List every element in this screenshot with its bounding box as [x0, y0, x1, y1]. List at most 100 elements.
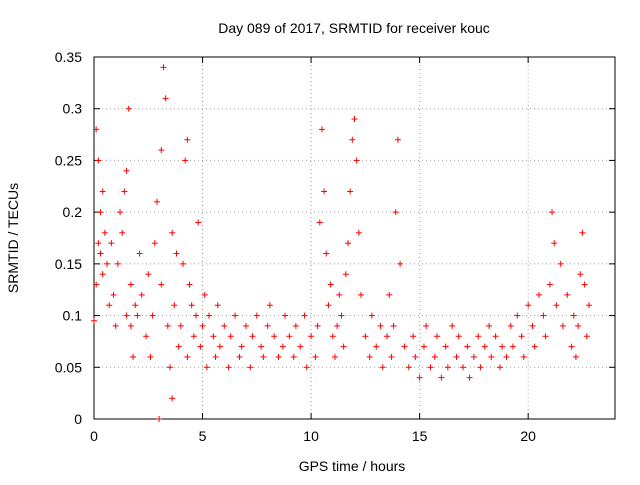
data-point — [130, 353, 137, 360]
data-point — [99, 271, 106, 278]
data-point — [342, 271, 349, 278]
data-point — [368, 312, 375, 319]
y-tick-label: 0.15 — [55, 256, 82, 272]
data-point — [536, 291, 543, 298]
data-point — [453, 353, 460, 360]
data-point — [99, 188, 106, 195]
data-point — [301, 312, 308, 319]
data-point — [340, 343, 347, 350]
data-point — [171, 302, 178, 309]
data-point — [312, 353, 319, 360]
data-points — [91, 64, 592, 422]
data-point — [444, 364, 451, 371]
data-point — [101, 229, 108, 236]
data-point — [327, 281, 334, 288]
data-point — [210, 333, 217, 340]
data-point — [514, 312, 521, 319]
data-point — [410, 333, 417, 340]
data-point — [145, 271, 152, 278]
data-point — [203, 364, 210, 371]
data-point — [481, 343, 488, 350]
data-point — [486, 322, 493, 329]
data-point — [164, 322, 171, 329]
data-point — [153, 198, 160, 205]
data-point — [438, 374, 445, 381]
data-point — [279, 343, 286, 350]
data-point — [401, 343, 408, 350]
data-point — [549, 209, 556, 216]
data-point — [477, 364, 484, 371]
data-point — [195, 219, 202, 226]
data-point — [531, 343, 538, 350]
data-point — [260, 353, 267, 360]
data-point — [290, 353, 297, 360]
data-point — [390, 322, 397, 329]
data-point — [119, 229, 126, 236]
data-point — [242, 322, 249, 329]
data-point — [540, 312, 547, 319]
data-point — [353, 157, 360, 164]
y-tick-label: 0.3 — [63, 101, 83, 117]
data-point — [557, 260, 564, 267]
data-point — [232, 312, 239, 319]
data-point — [238, 343, 245, 350]
data-point — [349, 136, 356, 143]
data-point — [455, 333, 462, 340]
data-point — [158, 147, 165, 154]
data-point — [323, 250, 330, 257]
data-point — [180, 260, 187, 267]
data-point — [412, 353, 419, 360]
data-point — [258, 343, 265, 350]
x-axis-label: GPS time / hours — [299, 458, 406, 474]
data-point — [95, 157, 102, 164]
data-point — [297, 343, 304, 350]
data-point — [488, 353, 495, 360]
data-point — [427, 364, 434, 371]
data-point — [362, 333, 369, 340]
data-point — [106, 302, 113, 309]
data-point — [525, 302, 532, 309]
data-point — [336, 291, 343, 298]
data-point — [384, 333, 391, 340]
data-point — [386, 291, 393, 298]
data-point — [585, 302, 592, 309]
data-point — [433, 333, 440, 340]
data-point — [496, 364, 503, 371]
data-point — [227, 333, 234, 340]
data-point — [182, 157, 189, 164]
data-point — [236, 353, 243, 360]
data-point — [136, 250, 143, 257]
data-point — [114, 260, 121, 267]
data-point — [184, 136, 191, 143]
data-point — [366, 353, 373, 360]
data-point — [334, 322, 341, 329]
data-point — [93, 126, 100, 133]
data-point — [173, 250, 180, 257]
data-point — [149, 312, 156, 319]
data-point — [314, 322, 321, 329]
data-point — [542, 333, 549, 340]
data-point — [431, 353, 438, 360]
data-point — [169, 229, 176, 236]
data-point — [190, 333, 197, 340]
data-point — [325, 302, 332, 309]
data-point — [405, 364, 412, 371]
data-point — [225, 364, 232, 371]
data-point — [388, 353, 395, 360]
data-point — [318, 126, 325, 133]
grid-lines — [94, 57, 615, 419]
data-point — [570, 312, 577, 319]
data-point — [316, 219, 323, 226]
data-point — [160, 64, 167, 71]
data-point — [551, 240, 558, 247]
data-point — [355, 229, 362, 236]
plot-frame — [93, 56, 616, 420]
data-point — [397, 260, 404, 267]
data-point — [123, 167, 130, 174]
data-point — [583, 333, 590, 340]
data-point — [158, 281, 165, 288]
data-point — [143, 333, 150, 340]
data-point — [373, 343, 380, 350]
data-point — [199, 322, 206, 329]
